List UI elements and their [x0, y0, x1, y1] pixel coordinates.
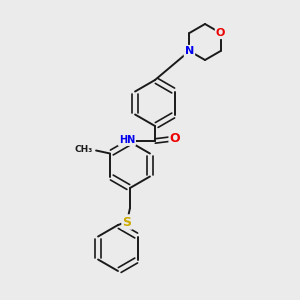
- Text: O: O: [170, 133, 180, 146]
- Text: S: S: [122, 215, 131, 229]
- Text: O: O: [216, 28, 225, 38]
- Text: HN: HN: [119, 135, 135, 145]
- Text: CH₃: CH₃: [75, 145, 93, 154]
- Text: N: N: [185, 46, 194, 56]
